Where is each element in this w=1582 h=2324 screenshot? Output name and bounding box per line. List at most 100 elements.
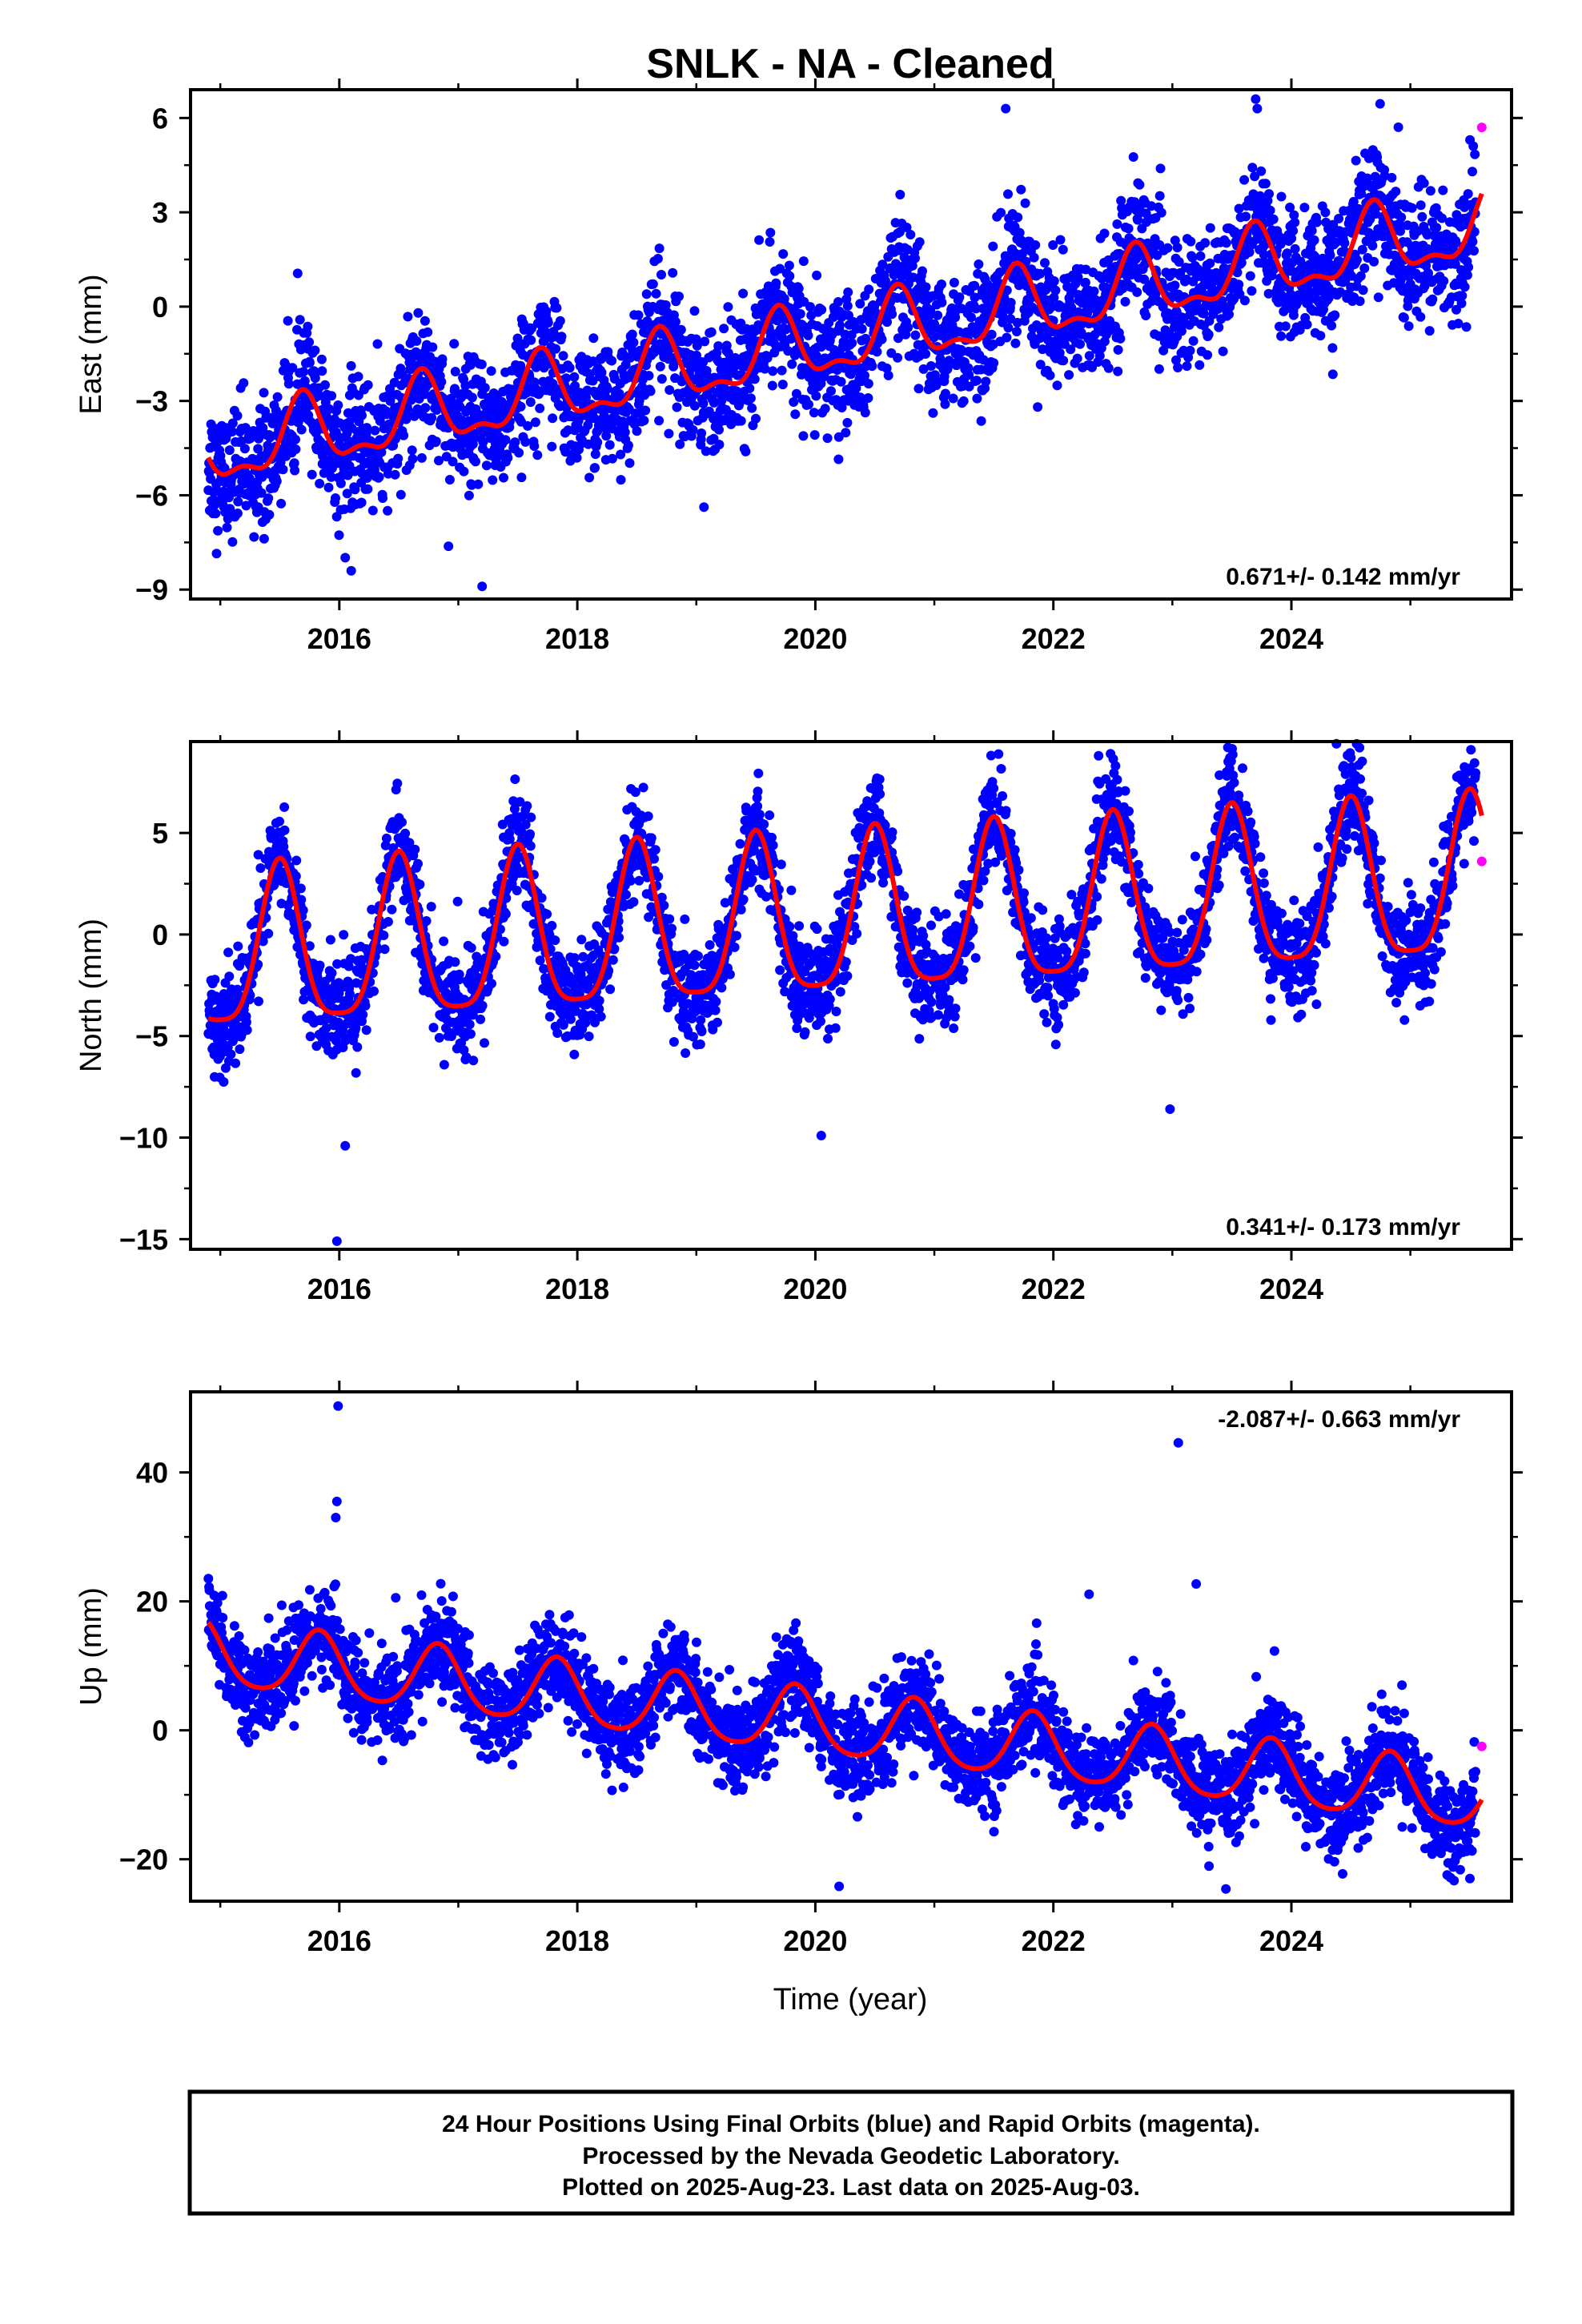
east-point [651, 288, 661, 299]
east-point [1020, 198, 1030, 208]
east-point [374, 472, 384, 482]
east-point [376, 447, 387, 457]
north-point [680, 914, 690, 924]
north-point [638, 782, 648, 793]
north-point [605, 984, 616, 995]
north-point [224, 971, 235, 982]
east-point [548, 413, 558, 424]
east-point [1172, 243, 1182, 253]
east-point [1327, 369, 1338, 380]
north-point [452, 896, 463, 907]
east-point [1218, 346, 1228, 356]
north-point [421, 916, 432, 926]
east-point [1241, 211, 1251, 222]
east-point [444, 475, 455, 485]
east-point [664, 428, 674, 439]
east-point [933, 310, 943, 320]
east-point [467, 392, 477, 403]
east-point [790, 409, 801, 420]
east-point [689, 400, 700, 411]
east-point [1003, 323, 1014, 333]
north-point [344, 989, 355, 999]
east-point [811, 391, 821, 401]
north-point [255, 863, 266, 873]
east-point [396, 489, 406, 500]
east-point [981, 376, 991, 387]
north-point [413, 858, 423, 869]
east-point [256, 488, 267, 498]
east-point [926, 361, 936, 371]
east-point [526, 335, 536, 345]
east-point [754, 235, 765, 245]
east-point [310, 345, 320, 356]
east-point [480, 383, 490, 393]
east-point [291, 444, 301, 454]
east-point [292, 268, 303, 279]
east-point [1113, 366, 1123, 376]
east-point [357, 410, 367, 420]
east-point [805, 302, 815, 312]
east-point [843, 287, 853, 297]
east-point [833, 297, 843, 307]
north-point [439, 1059, 449, 1070]
east-point [1315, 331, 1326, 341]
north-point [352, 1042, 363, 1052]
east-point [390, 469, 400, 480]
east-point [1425, 186, 1435, 196]
east-point [227, 427, 237, 436]
east-point [905, 230, 916, 239]
east-point [363, 484, 373, 494]
east-point [304, 357, 315, 368]
east-point [304, 337, 315, 348]
east-point [917, 266, 927, 276]
north-point [653, 871, 664, 882]
east-x-tick-label: 2022 [1022, 622, 1086, 655]
east-point [227, 418, 238, 428]
north-point [242, 1025, 252, 1035]
north-point [510, 774, 520, 784]
east-point [893, 352, 903, 363]
east-point [296, 424, 307, 435]
east-point [1016, 184, 1026, 195]
east-point [1311, 217, 1322, 227]
east-point [434, 456, 444, 466]
east-point [340, 553, 351, 563]
east-point [399, 430, 409, 440]
north-point [254, 996, 263, 1007]
east-rapid-point [1476, 123, 1487, 133]
east-point [1407, 203, 1417, 213]
east-point [314, 391, 324, 400]
east-y-tick-label: −9 [135, 573, 168, 606]
east-point [745, 384, 755, 393]
east-point [334, 432, 344, 442]
east-point [989, 358, 999, 368]
east-point [1424, 326, 1435, 336]
north-point [219, 1077, 229, 1087]
east-point [713, 341, 724, 352]
east-point [1203, 329, 1214, 340]
north-point [500, 909, 511, 919]
north-point [263, 928, 274, 939]
north-point [594, 995, 604, 1006]
east-point [556, 332, 567, 342]
east-point [1470, 149, 1480, 159]
east-point [700, 336, 710, 347]
east-point [1040, 258, 1050, 268]
east-point [516, 360, 526, 371]
east-point [588, 333, 599, 344]
east-point [1170, 280, 1180, 291]
east-point [299, 367, 309, 377]
east-point [1006, 298, 1016, 308]
east-point [835, 320, 845, 331]
east-point [654, 243, 665, 254]
north-point [327, 968, 337, 978]
north-point [634, 875, 644, 886]
north-point [468, 1055, 479, 1066]
east-point [529, 441, 540, 451]
east-point [1268, 214, 1279, 224]
north-point [646, 833, 656, 843]
east-point [809, 430, 820, 440]
east-point [1461, 322, 1472, 332]
east-point [552, 303, 562, 313]
east-point [632, 426, 642, 436]
